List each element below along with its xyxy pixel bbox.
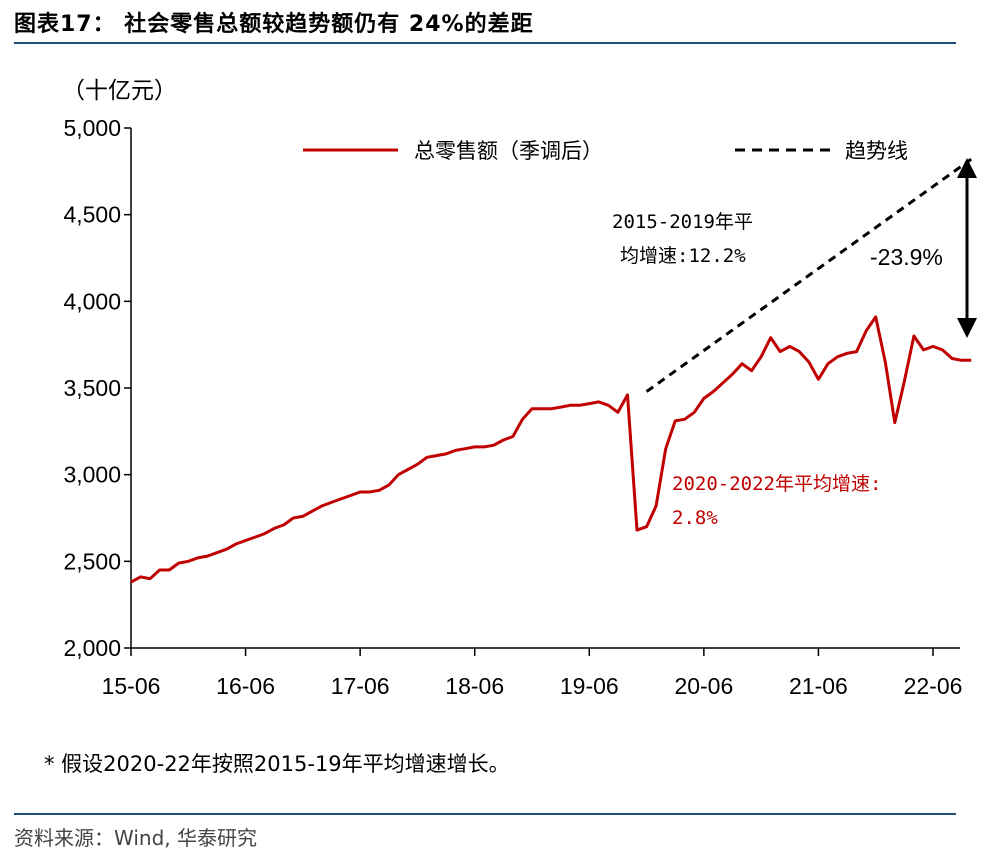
footer-rule <box>14 813 956 815</box>
x-tick-label: 18-06 <box>445 673 504 699</box>
x-tick-label: 17-06 <box>331 673 390 699</box>
x-tick-label: 15-06 <box>102 673 161 699</box>
retail-sales-line <box>130 315 972 584</box>
x-tick-label: 19-06 <box>560 673 619 699</box>
trend-growth-annotation-line1: 2015-2019年平 <box>612 211 753 233</box>
y-tick-label: 4,500 <box>63 202 121 228</box>
actual-growth-annotation-line2: 2.8% <box>672 507 718 529</box>
y-tick-label: 3,500 <box>63 375 121 401</box>
y-tick-label: 4,000 <box>63 288 121 314</box>
y-tick-label: 3,000 <box>63 462 121 488</box>
y-axis: 2,000 2,500 3,000 3,500 4,000 4,500 5,000 <box>63 115 132 661</box>
source-note: 资料来源：Wind, 华泰研究 <box>14 826 257 850</box>
x-tick-label: 20-06 <box>674 673 733 699</box>
trend-growth-annotation-line2: 均增速:12.2% <box>620 245 746 267</box>
title-rule <box>14 42 956 44</box>
y-tick-label: 5,000 <box>63 115 121 141</box>
x-tick-label: 22-06 <box>904 673 963 699</box>
gap-arrow-head-down <box>957 318 977 338</box>
y-tick-label: 2,500 <box>63 548 121 574</box>
chart: （十亿元） 2,000 2,500 3,000 3,500 4,000 4,500 5,00… <box>62 78 977 699</box>
x-tick-label: 21-06 <box>789 673 848 699</box>
unit-label: （十亿元） <box>62 78 177 104</box>
x-tick-label: 16-06 <box>216 673 275 699</box>
x-axis: 15-06 16-06 17-06 18-06 19-06 20-06 21-06 22-06 <box>102 647 963 699</box>
gap-arrow-head-up <box>957 158 977 178</box>
gap-annotation: -23.9% <box>870 244 943 270</box>
trend-line <box>645 157 973 393</box>
series-group <box>130 157 973 584</box>
footnote: * 假设2020-22年按照2015-19年平均增速增长。 <box>44 752 510 776</box>
y-tick-label: 2,000 <box>63 635 121 661</box>
legend-trend-label: 趋势线 <box>845 139 908 163</box>
legend-actual-label: 总零售额（季调后） <box>414 139 603 163</box>
figure-title: 图表17： 社会零售总额较趋势额仍有 24%的差距 <box>14 12 534 37</box>
actual-growth-annotation-line1: 2020-2022年平均增速: <box>672 473 881 495</box>
